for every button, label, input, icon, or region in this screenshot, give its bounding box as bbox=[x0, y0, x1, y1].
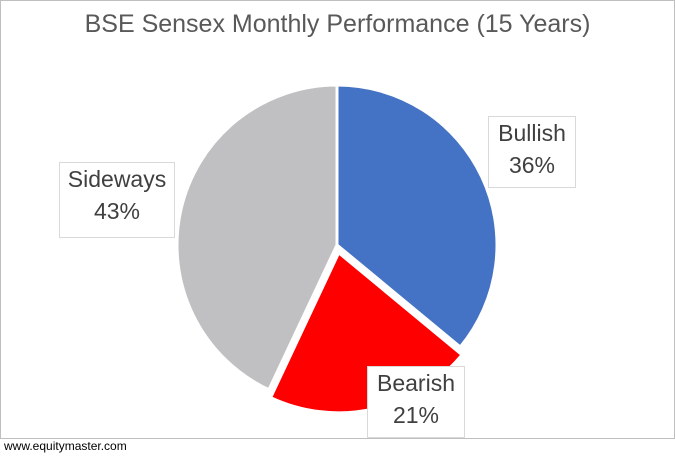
slice-label-bullish: Bullish 36% bbox=[488, 116, 576, 188]
slice-label-bullish-name: Bullish bbox=[498, 120, 566, 146]
chart-title: BSE Sensex Monthly Performance (15 Years… bbox=[84, 10, 591, 38]
pie-slice-bullish bbox=[335, 83, 499, 350]
slice-label-bearish: Bearish 21% bbox=[367, 366, 465, 438]
slice-label-sideways: Sideways 43% bbox=[59, 162, 175, 238]
pie-slice-sideways bbox=[175, 83, 339, 392]
slice-label-sideways-name: Sideways bbox=[67, 166, 167, 192]
source-credit: www.equitymaster.com bbox=[4, 439, 127, 453]
slice-label-bearish-value: 21% bbox=[392, 402, 440, 428]
slice-label-sideways-value: 43% bbox=[93, 198, 141, 224]
slice-label-bullish-value: 36% bbox=[508, 152, 556, 178]
slice-label-bearish-name: Bearish bbox=[377, 370, 455, 396]
